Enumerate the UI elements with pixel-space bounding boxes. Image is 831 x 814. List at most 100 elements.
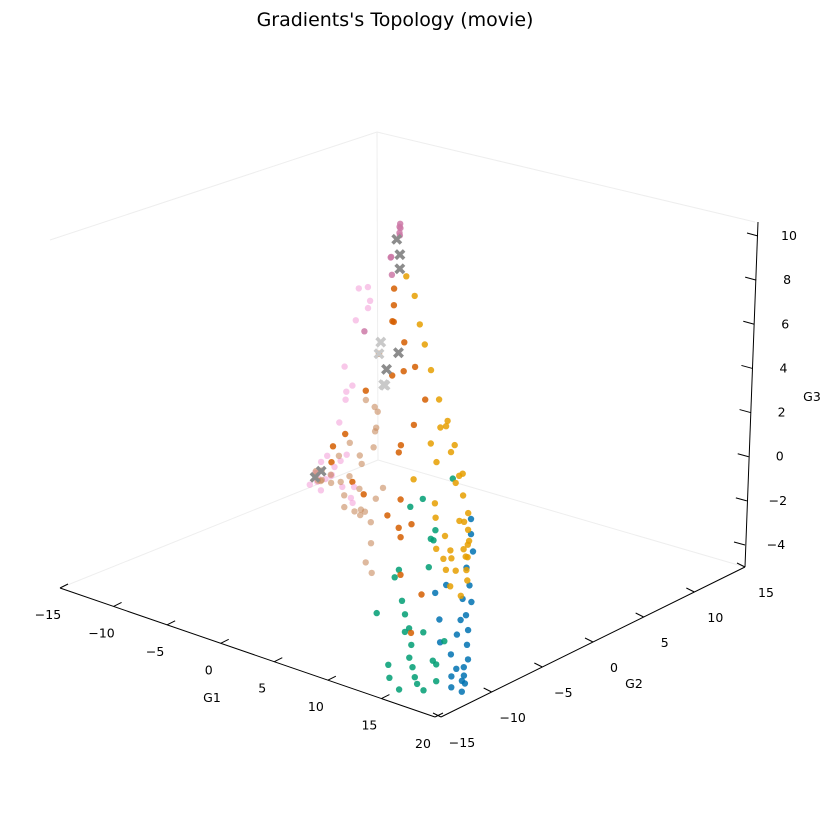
series-2 bbox=[403, 273, 473, 599]
scatter-point bbox=[351, 508, 358, 515]
z-tick-mark bbox=[746, 232, 759, 237]
y-tick-label: 15 bbox=[758, 585, 774, 600]
scatter-point bbox=[342, 430, 349, 438]
scatter-point bbox=[432, 527, 439, 534]
scatter-point bbox=[388, 271, 396, 278]
scatter-point bbox=[356, 452, 363, 459]
scatter-point bbox=[389, 372, 396, 379]
series-6 bbox=[312, 396, 387, 577]
centroid-marker bbox=[391, 233, 403, 245]
z-tick-label: 10 bbox=[781, 228, 797, 243]
scatter-point bbox=[357, 511, 364, 519]
scatter-point bbox=[362, 387, 369, 394]
scatter-point bbox=[390, 318, 397, 326]
scatter-point bbox=[427, 535, 434, 542]
scatter-point bbox=[413, 680, 421, 688]
x-ticks: −15 −10 −5 0 5 10 15 20 bbox=[35, 583, 444, 751]
scatter-point bbox=[418, 591, 425, 598]
z-axis-label: G3 bbox=[803, 389, 821, 404]
centroid-marker bbox=[309, 471, 321, 483]
scatter-point bbox=[355, 285, 362, 292]
series-7 bbox=[309, 233, 406, 483]
scatter-point bbox=[395, 449, 402, 456]
scatter-point bbox=[441, 532, 449, 540]
scatter-point bbox=[390, 285, 398, 292]
scatter-point bbox=[372, 495, 379, 502]
scatter-point bbox=[336, 419, 343, 426]
scatter-point bbox=[447, 547, 454, 554]
scatter-point bbox=[397, 496, 404, 503]
y-tick-mark bbox=[635, 612, 644, 618]
centroid-marker bbox=[381, 363, 393, 375]
scatter-point bbox=[465, 537, 473, 545]
y-tick-label: −5 bbox=[554, 685, 572, 700]
scatter-point bbox=[410, 476, 417, 483]
scatter-point bbox=[411, 292, 418, 300]
scatter-point bbox=[452, 567, 459, 574]
scatter-point bbox=[466, 582, 473, 589]
scatter-point bbox=[433, 661, 440, 668]
y-tick-label: 0 bbox=[610, 660, 618, 675]
scatter-point bbox=[401, 611, 409, 618]
series-3 bbox=[328, 285, 429, 637]
pane-edge-back-vertical bbox=[376, 131, 379, 461]
scatter-point bbox=[385, 661, 392, 668]
scatter-point bbox=[432, 589, 439, 597]
x-tick-mark bbox=[220, 638, 229, 644]
scatter-point bbox=[464, 626, 472, 634]
scatter-point bbox=[432, 514, 439, 521]
x-axis-label: G1 bbox=[203, 690, 221, 705]
z-tick-label: 0 bbox=[776, 449, 784, 464]
x-tick-label: −15 bbox=[35, 607, 61, 622]
scatter-point bbox=[420, 687, 427, 694]
x-tick-mark bbox=[274, 657, 283, 663]
scatter-point bbox=[419, 495, 426, 503]
z-axis-line bbox=[744, 221, 759, 568]
z-tick-mark bbox=[741, 364, 753, 369]
scatter-point bbox=[367, 519, 374, 526]
y-ticks: −15 −10 −5 0 5 10 15 bbox=[432, 562, 774, 750]
scatter-point bbox=[395, 566, 403, 573]
scatter-point bbox=[448, 684, 455, 691]
scatter-point bbox=[447, 448, 455, 456]
scatter-point bbox=[460, 672, 468, 679]
pane-edge-floor-left bbox=[59, 459, 379, 589]
scatter-point bbox=[374, 408, 381, 415]
scatter-point bbox=[370, 444, 377, 451]
scatter-point bbox=[397, 571, 404, 578]
scatter-point bbox=[364, 304, 372, 312]
scatter-point bbox=[409, 664, 416, 671]
scatter-point bbox=[327, 479, 335, 487]
scatter-point bbox=[398, 597, 406, 604]
scatter-point bbox=[352, 317, 359, 324]
y-tick-mark bbox=[736, 562, 746, 568]
z-tick-mark bbox=[739, 409, 751, 414]
scatter-point bbox=[467, 515, 475, 523]
scatter-point bbox=[346, 439, 353, 446]
x-tick-mark bbox=[381, 694, 390, 700]
z-ticks: −4 −2 0 2 4 6 8 10 bbox=[733, 228, 797, 552]
scatter-point bbox=[331, 463, 338, 471]
scatter-point bbox=[401, 339, 408, 346]
x-tick-label: −10 bbox=[88, 625, 114, 640]
scatter-point bbox=[453, 631, 461, 638]
scatter-point bbox=[451, 441, 458, 449]
scatter-point bbox=[448, 555, 455, 562]
scatter-point bbox=[469, 548, 477, 555]
scatter-point bbox=[396, 223, 403, 230]
z-tick-mark bbox=[735, 497, 747, 502]
z-tick-mark bbox=[743, 320, 755, 325]
scatter-point bbox=[329, 443, 337, 450]
scatter-point bbox=[444, 417, 451, 425]
scatter-point bbox=[362, 559, 369, 566]
scatter-point bbox=[361, 328, 368, 335]
scatter-point bbox=[407, 503, 414, 510]
scatter-point bbox=[459, 470, 466, 477]
scatter-point bbox=[328, 459, 335, 466]
scatter-point bbox=[317, 458, 325, 466]
scatter-point bbox=[442, 423, 450, 430]
z-tick-mark bbox=[737, 453, 749, 458]
scatter-point bbox=[358, 460, 365, 468]
scatter-point bbox=[457, 592, 464, 599]
